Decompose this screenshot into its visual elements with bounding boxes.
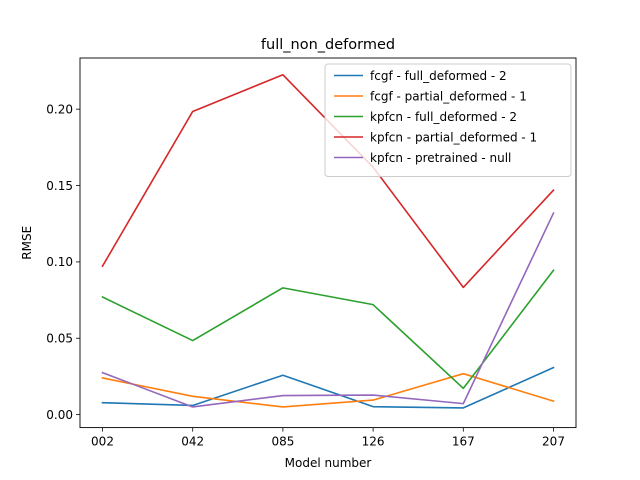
legend: fcgf - full_deformed - 2 fcgf - partial_d… xyxy=(324,63,572,177)
x-axis-label: Model number xyxy=(285,456,372,470)
legend-label: kpfcn - full_deformed - 2 xyxy=(370,110,517,124)
x-tick-label: 002 xyxy=(91,435,114,449)
chart-title: full_non_deformed xyxy=(261,37,395,53)
x-axis: 002 042 085 126 167 207 xyxy=(91,427,565,449)
y-axis: 0.00 0.05 0.10 0.15 0.20 xyxy=(46,102,80,422)
y-axis-label: RMSE xyxy=(20,226,34,260)
legend-label: kpfcn - partial_deformed - 1 xyxy=(370,131,537,145)
y-tick-label: 0.10 xyxy=(46,255,73,269)
legend-label: fcgf - full_deformed - 2 xyxy=(370,69,507,83)
y-tick-label: 0.05 xyxy=(46,332,73,346)
y-tick-label: 0.15 xyxy=(46,179,73,193)
x-tick-label: 207 xyxy=(542,435,565,449)
legend-box xyxy=(324,63,572,177)
y-tick-label: 0.00 xyxy=(46,408,73,422)
x-tick-label: 085 xyxy=(271,435,294,449)
series-line-3 xyxy=(101,269,555,390)
legend-label: kpfcn - pretrained - null xyxy=(370,151,511,165)
series-line-2 xyxy=(101,372,555,408)
series-line-1 xyxy=(101,366,555,409)
legend-label: fcgf - partial_deformed - 1 xyxy=(370,90,527,104)
series-line-5 xyxy=(101,211,555,408)
y-tick-label: 0.20 xyxy=(46,102,73,116)
x-tick-label: 042 xyxy=(181,435,204,449)
x-tick-label: 126 xyxy=(362,435,385,449)
plot-frame xyxy=(79,57,577,429)
x-tick-label: 167 xyxy=(452,435,475,449)
